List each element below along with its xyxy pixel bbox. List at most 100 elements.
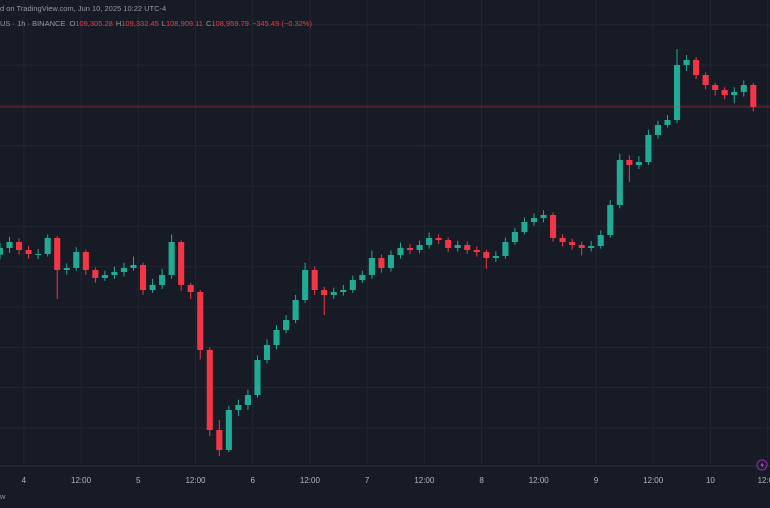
x-tick-label: 10 — [706, 476, 715, 485]
candle-body — [597, 235, 604, 247]
candle-body — [197, 292, 204, 350]
ohlc-value: 109,332.45 — [121, 19, 159, 28]
candle-body — [54, 237, 61, 270]
candle-body — [92, 270, 99, 278]
x-tick-label: 9 — [594, 476, 599, 485]
candle-body — [0, 247, 4, 255]
candle-body — [492, 256, 499, 258]
candle-body — [216, 430, 223, 450]
footer: w — [0, 492, 6, 501]
candle-body — [693, 60, 700, 75]
candle-body — [254, 360, 261, 395]
candle-body — [368, 257, 375, 275]
candle-body — [44, 237, 51, 254]
candle-body — [302, 270, 309, 300]
candle-body — [292, 300, 299, 320]
candle-body — [578, 245, 585, 248]
candle-body — [445, 240, 452, 248]
candle-body — [616, 160, 623, 205]
x-tick-label: 12:00 — [414, 476, 435, 485]
x-tick-label: 12:00 — [529, 476, 550, 485]
logo-icon — [756, 459, 768, 471]
candle-body — [426, 237, 433, 245]
candle-body — [63, 267, 70, 270]
candle-body — [673, 65, 681, 120]
ohlc-value: 109,305.28 — [75, 19, 113, 28]
x-tick-label: 7 — [365, 476, 370, 485]
candle-body — [702, 75, 709, 85]
candle-body — [25, 250, 32, 254]
candle-body — [387, 255, 395, 268]
candle-body — [359, 275, 366, 280]
ohlc-value: 108,959.79 — [211, 19, 249, 28]
candle-body — [530, 218, 538, 223]
candle-body — [187, 285, 194, 293]
candle-body — [550, 215, 557, 238]
candle-body — [273, 330, 280, 345]
candle-body — [378, 257, 385, 268]
candle-body — [311, 270, 318, 290]
candle-body — [82, 252, 89, 270]
candle-body — [721, 90, 728, 95]
candle-body — [502, 242, 509, 257]
ohlc-label: L — [162, 19, 166, 28]
change: −345.49 (−0.32%) — [252, 19, 313, 28]
x-tick-label: 8 — [479, 476, 484, 485]
plot-area — [0, 0, 770, 465]
candle-body — [607, 205, 614, 235]
candle-body — [540, 215, 547, 219]
candle-body — [340, 290, 347, 293]
candle-body — [511, 232, 518, 243]
candle-body — [406, 247, 414, 250]
candle-body — [435, 237, 442, 240]
candle-body — [101, 275, 108, 278]
candle-body — [139, 265, 147, 290]
candle-body — [283, 320, 290, 330]
candle-body — [731, 91, 738, 95]
candle-body — [635, 162, 642, 165]
x-tick-label: 5 — [136, 476, 141, 485]
candle-body — [626, 160, 633, 165]
candle-body — [120, 267, 128, 273]
x-tick-label: 12:00 — [300, 476, 321, 485]
candle-body — [35, 253, 42, 255]
candle-body — [588, 246, 595, 248]
candle-body — [168, 242, 175, 275]
candle-body — [559, 237, 566, 243]
ohlc-label: O — [69, 19, 75, 28]
candle-body — [16, 242, 23, 250]
ohlc-label: C — [206, 19, 212, 28]
candle-body — [235, 405, 242, 410]
candle-body — [349, 280, 356, 290]
x-tick-label: 12:00 — [71, 476, 92, 485]
candle-body — [263, 345, 271, 360]
candle-body — [416, 245, 423, 250]
candle-body — [464, 245, 471, 250]
candle-body — [473, 250, 480, 253]
x-tick-label: 4 — [22, 476, 27, 485]
candle-body — [159, 275, 166, 285]
candle-body — [645, 135, 652, 163]
candle-body — [483, 252, 490, 258]
candle-body — [130, 265, 137, 268]
x-tick-label: 12:00 — [185, 476, 206, 485]
candle-body — [569, 242, 576, 245]
candle-body — [683, 60, 690, 65]
candle-body — [321, 290, 328, 295]
candle-body — [6, 242, 13, 248]
candle-body — [206, 350, 213, 430]
candle-body — [330, 292, 337, 295]
candle-body — [712, 85, 719, 90]
candle-body — [454, 245, 461, 248]
x-tick-label: 12:00 — [643, 476, 664, 485]
x-tick-label: 12:00 — [758, 476, 770, 485]
candle-body — [750, 85, 757, 108]
candle-body — [654, 125, 662, 135]
candle-body — [111, 272, 118, 275]
candle-body — [740, 85, 747, 92]
ohlc-label: H — [116, 19, 121, 28]
candle-body — [397, 247, 404, 255]
